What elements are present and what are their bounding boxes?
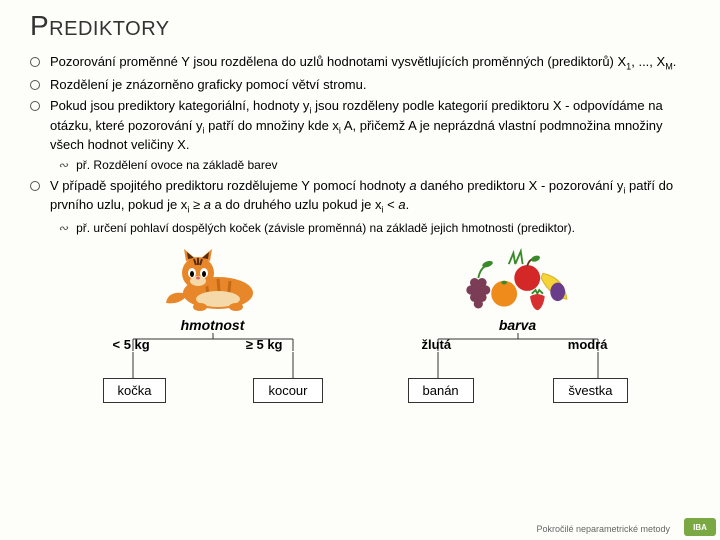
- leaf-right: kocour: [253, 378, 322, 403]
- bullet-icon: [30, 57, 40, 67]
- bullet-text: Rozdělení je znázorněno graficky pomocí …: [50, 77, 700, 94]
- fruit-image: [458, 243, 578, 313]
- tree-hmotnost: hmotnost < 5 kg ≥ 5 kg kočka kocour: [103, 243, 323, 403]
- bullet-icon: [30, 181, 40, 191]
- sub-bullet-2: ∾ př. určení pohlaví dospělých koček (zá…: [58, 221, 700, 235]
- right-branch-label: ≥ 5 kg: [246, 337, 283, 352]
- footer-text: Pokročilé neparametrické metody: [536, 524, 670, 534]
- tree-barva: barva žlutá modrá banán švestka: [408, 243, 628, 403]
- branch-labels: žlutá modrá: [408, 337, 628, 352]
- bullet-list: Pozorování proměnné Y jsou rozdělena do …: [30, 54, 700, 235]
- sub-bullet-text: př. Rozdělení ovoce na základě barev: [76, 158, 700, 172]
- bullet-text: V případě spojitého prediktoru rozděluje…: [50, 178, 700, 217]
- sub-bullet-1: ∾ př. Rozdělení ovoce na základě barev: [58, 158, 700, 172]
- cat-image: [153, 243, 273, 313]
- bullet-1: Pozorování proměnné Y jsou rozdělena do …: [30, 54, 700, 73]
- diagram-row: hmotnost < 5 kg ≥ 5 kg kočka kocour: [30, 243, 700, 403]
- sub-bullet-icon: ∾: [58, 221, 68, 235]
- bullet-icon: [30, 80, 40, 90]
- bullet-text: Pozorování proměnné Y jsou rozdělena do …: [50, 54, 700, 73]
- leaf-right: švestka: [553, 378, 627, 403]
- leaf-row: banán švestka: [408, 378, 628, 403]
- logo-badge: IBA: [684, 518, 716, 536]
- leaf-left: kočka: [103, 378, 167, 403]
- bullet-3: Pokud jsou prediktory kategoriální, hodn…: [30, 98, 700, 154]
- bullet-4: V případě spojitého prediktoru rozděluje…: [30, 178, 700, 217]
- slide-title: Prediktory: [30, 10, 700, 42]
- left-branch-label: žlutá: [422, 337, 452, 352]
- bullet-2: Rozdělení je znázorněno graficky pomocí …: [30, 77, 700, 94]
- leaf-row: kočka kocour: [103, 378, 323, 403]
- left-branch-label: < 5 kg: [113, 337, 150, 352]
- bullet-text: Pokud jsou prediktory kategoriální, hodn…: [50, 98, 700, 154]
- tree-root-label: hmotnost: [181, 317, 245, 333]
- bullet-icon: [30, 101, 40, 111]
- sub-bullet-text: př. určení pohlaví dospělých koček (závi…: [76, 221, 700, 235]
- right-branch-label: modrá: [568, 337, 608, 352]
- tree-root-label: barva: [499, 317, 536, 333]
- sub-bullet-icon: ∾: [58, 158, 68, 172]
- leaf-left: banán: [408, 378, 474, 403]
- branch-labels: < 5 kg ≥ 5 kg: [103, 337, 323, 352]
